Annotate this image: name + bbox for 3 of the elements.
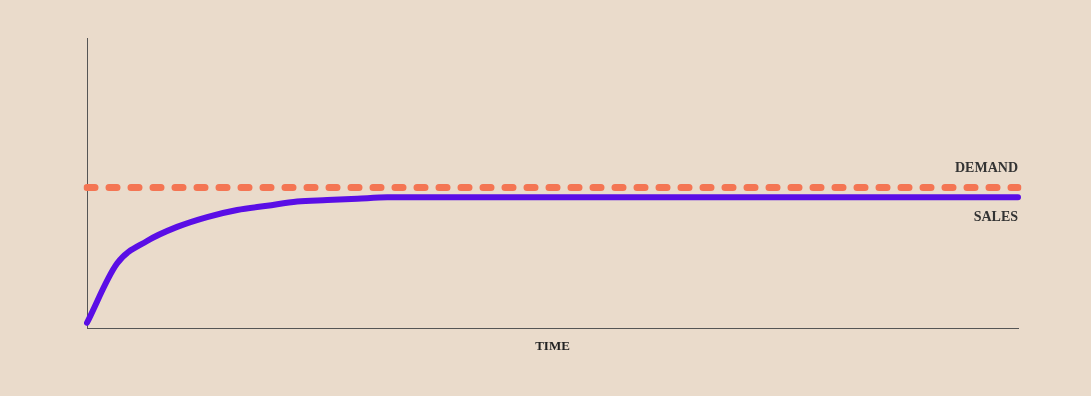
series-label: DEMAND (955, 160, 1018, 176)
x-axis-title: TIME (535, 337, 570, 353)
series-label: SALES (973, 208, 1019, 224)
